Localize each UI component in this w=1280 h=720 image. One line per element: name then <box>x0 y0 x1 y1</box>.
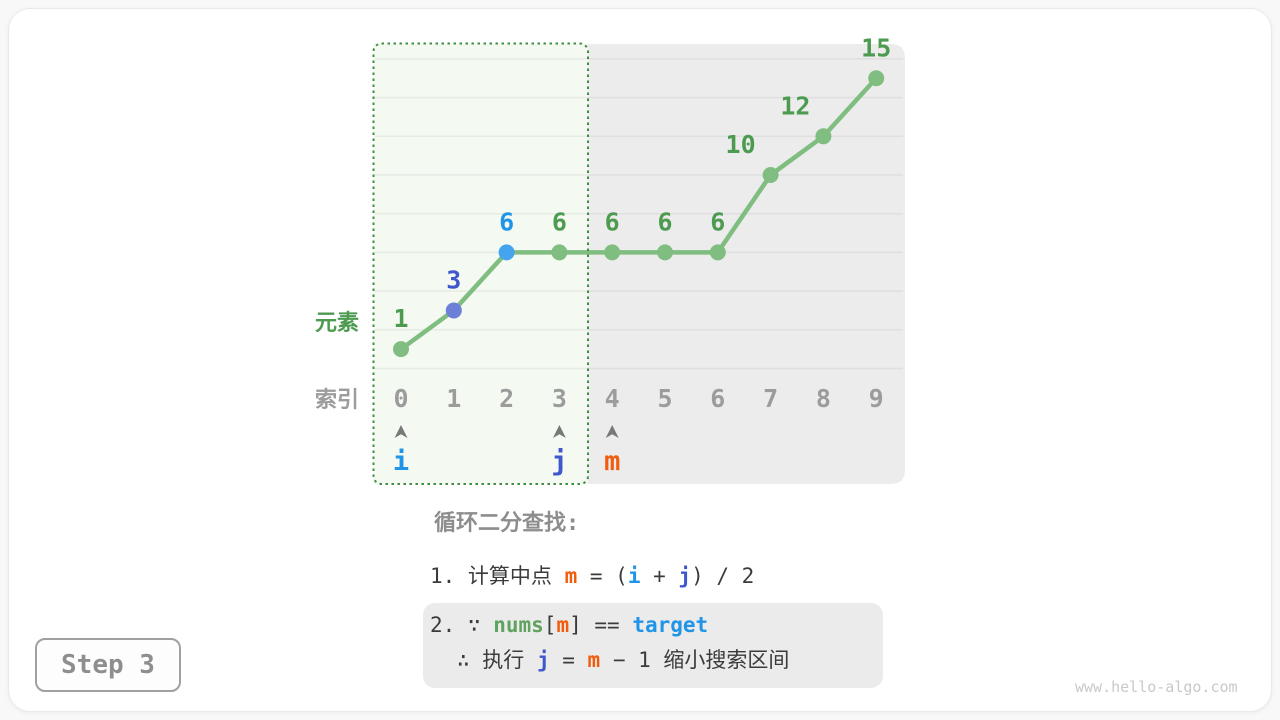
caption-token: = <box>549 648 588 672</box>
data-point <box>868 70 885 87</box>
caption-token: ] == <box>569 613 633 637</box>
index-label: 0 <box>393 384 408 413</box>
y-axis-label: 元素 <box>315 310 359 336</box>
caption-token: = ( <box>577 564 628 588</box>
index-label: 5 <box>657 384 672 413</box>
caption-token: target <box>632 613 709 637</box>
value-label: 6 <box>499 207 514 236</box>
value-label: 6 <box>605 207 620 236</box>
pointer-label: i <box>393 446 409 477</box>
data-point <box>445 302 462 319</box>
pointer-arrow-icon <box>605 425 619 438</box>
highlight-region <box>373 43 588 484</box>
index-label: 3 <box>552 384 567 413</box>
value-label: 6 <box>657 207 672 236</box>
value-label: 10 <box>726 130 756 159</box>
value-label: 6 <box>710 207 725 236</box>
data-point <box>393 341 409 358</box>
data-point <box>498 244 515 261</box>
data-point <box>709 244 726 261</box>
index-label: 4 <box>605 384 620 413</box>
value-label: 12 <box>780 91 810 120</box>
caption-step2-line2: ∴ 执行 j = m − 1 缩小搜索区间 <box>457 644 883 674</box>
excluded-region <box>588 44 905 484</box>
data-point <box>657 244 673 261</box>
x-axis-label: 索引 <box>315 388 359 413</box>
caption-step2-highlight-box: 2. ∵ nums[m] == target ∴ 执行 j = m − 1 缩小… <box>423 603 883 688</box>
index-label: 1 <box>446 384 461 413</box>
caption-step1: 1. 计算中点 m = (i + j) / 2 <box>430 560 754 590</box>
caption-token: 1. 计算中点 <box>430 564 565 588</box>
caption-token: + <box>640 564 679 588</box>
pointer-arrow-icon <box>394 425 408 438</box>
index-label: 8 <box>816 384 831 413</box>
step-badge: Step 3 <box>35 638 181 692</box>
caption-token: m <box>587 648 601 672</box>
caption-token: m <box>556 613 570 637</box>
value-label: 3 <box>446 265 461 294</box>
caption-heading: 循环二分查找: <box>434 511 580 536</box>
pointer-arrow-icon <box>552 425 566 438</box>
value-label: 15 <box>861 33 891 62</box>
value-label: 1 <box>393 304 408 333</box>
caption-token: − 1 缩小搜索区间 <box>600 648 790 672</box>
value-label: 6 <box>552 207 567 236</box>
caption-token: ∴ 执行 <box>457 648 537 672</box>
data-point <box>604 244 621 261</box>
caption-token: i <box>627 564 641 588</box>
pointer-label: m <box>604 446 620 477</box>
caption-token: ) / 2 <box>691 564 755 588</box>
caption-token: m <box>564 564 578 588</box>
series-line <box>398 76 879 352</box>
index-label: 2 <box>499 384 514 413</box>
data-point <box>815 128 832 145</box>
caption-token: nums <box>493 613 544 637</box>
caption-token: j <box>678 564 692 588</box>
pointer-label: j <box>551 446 567 477</box>
caption-step2-line1: 2. ∵ nums[m] == target <box>430 613 883 637</box>
index-label: 6 <box>710 384 725 413</box>
caption-token: 2. ∵ <box>430 613 494 637</box>
caption-token: j <box>536 648 550 672</box>
data-point <box>551 244 568 261</box>
data-point <box>762 167 779 183</box>
index-label: 9 <box>869 384 884 413</box>
caption-token: [ <box>543 613 557 637</box>
index-label: 7 <box>763 384 778 413</box>
watermark: www.hello-algo.com <box>1075 678 1238 696</box>
